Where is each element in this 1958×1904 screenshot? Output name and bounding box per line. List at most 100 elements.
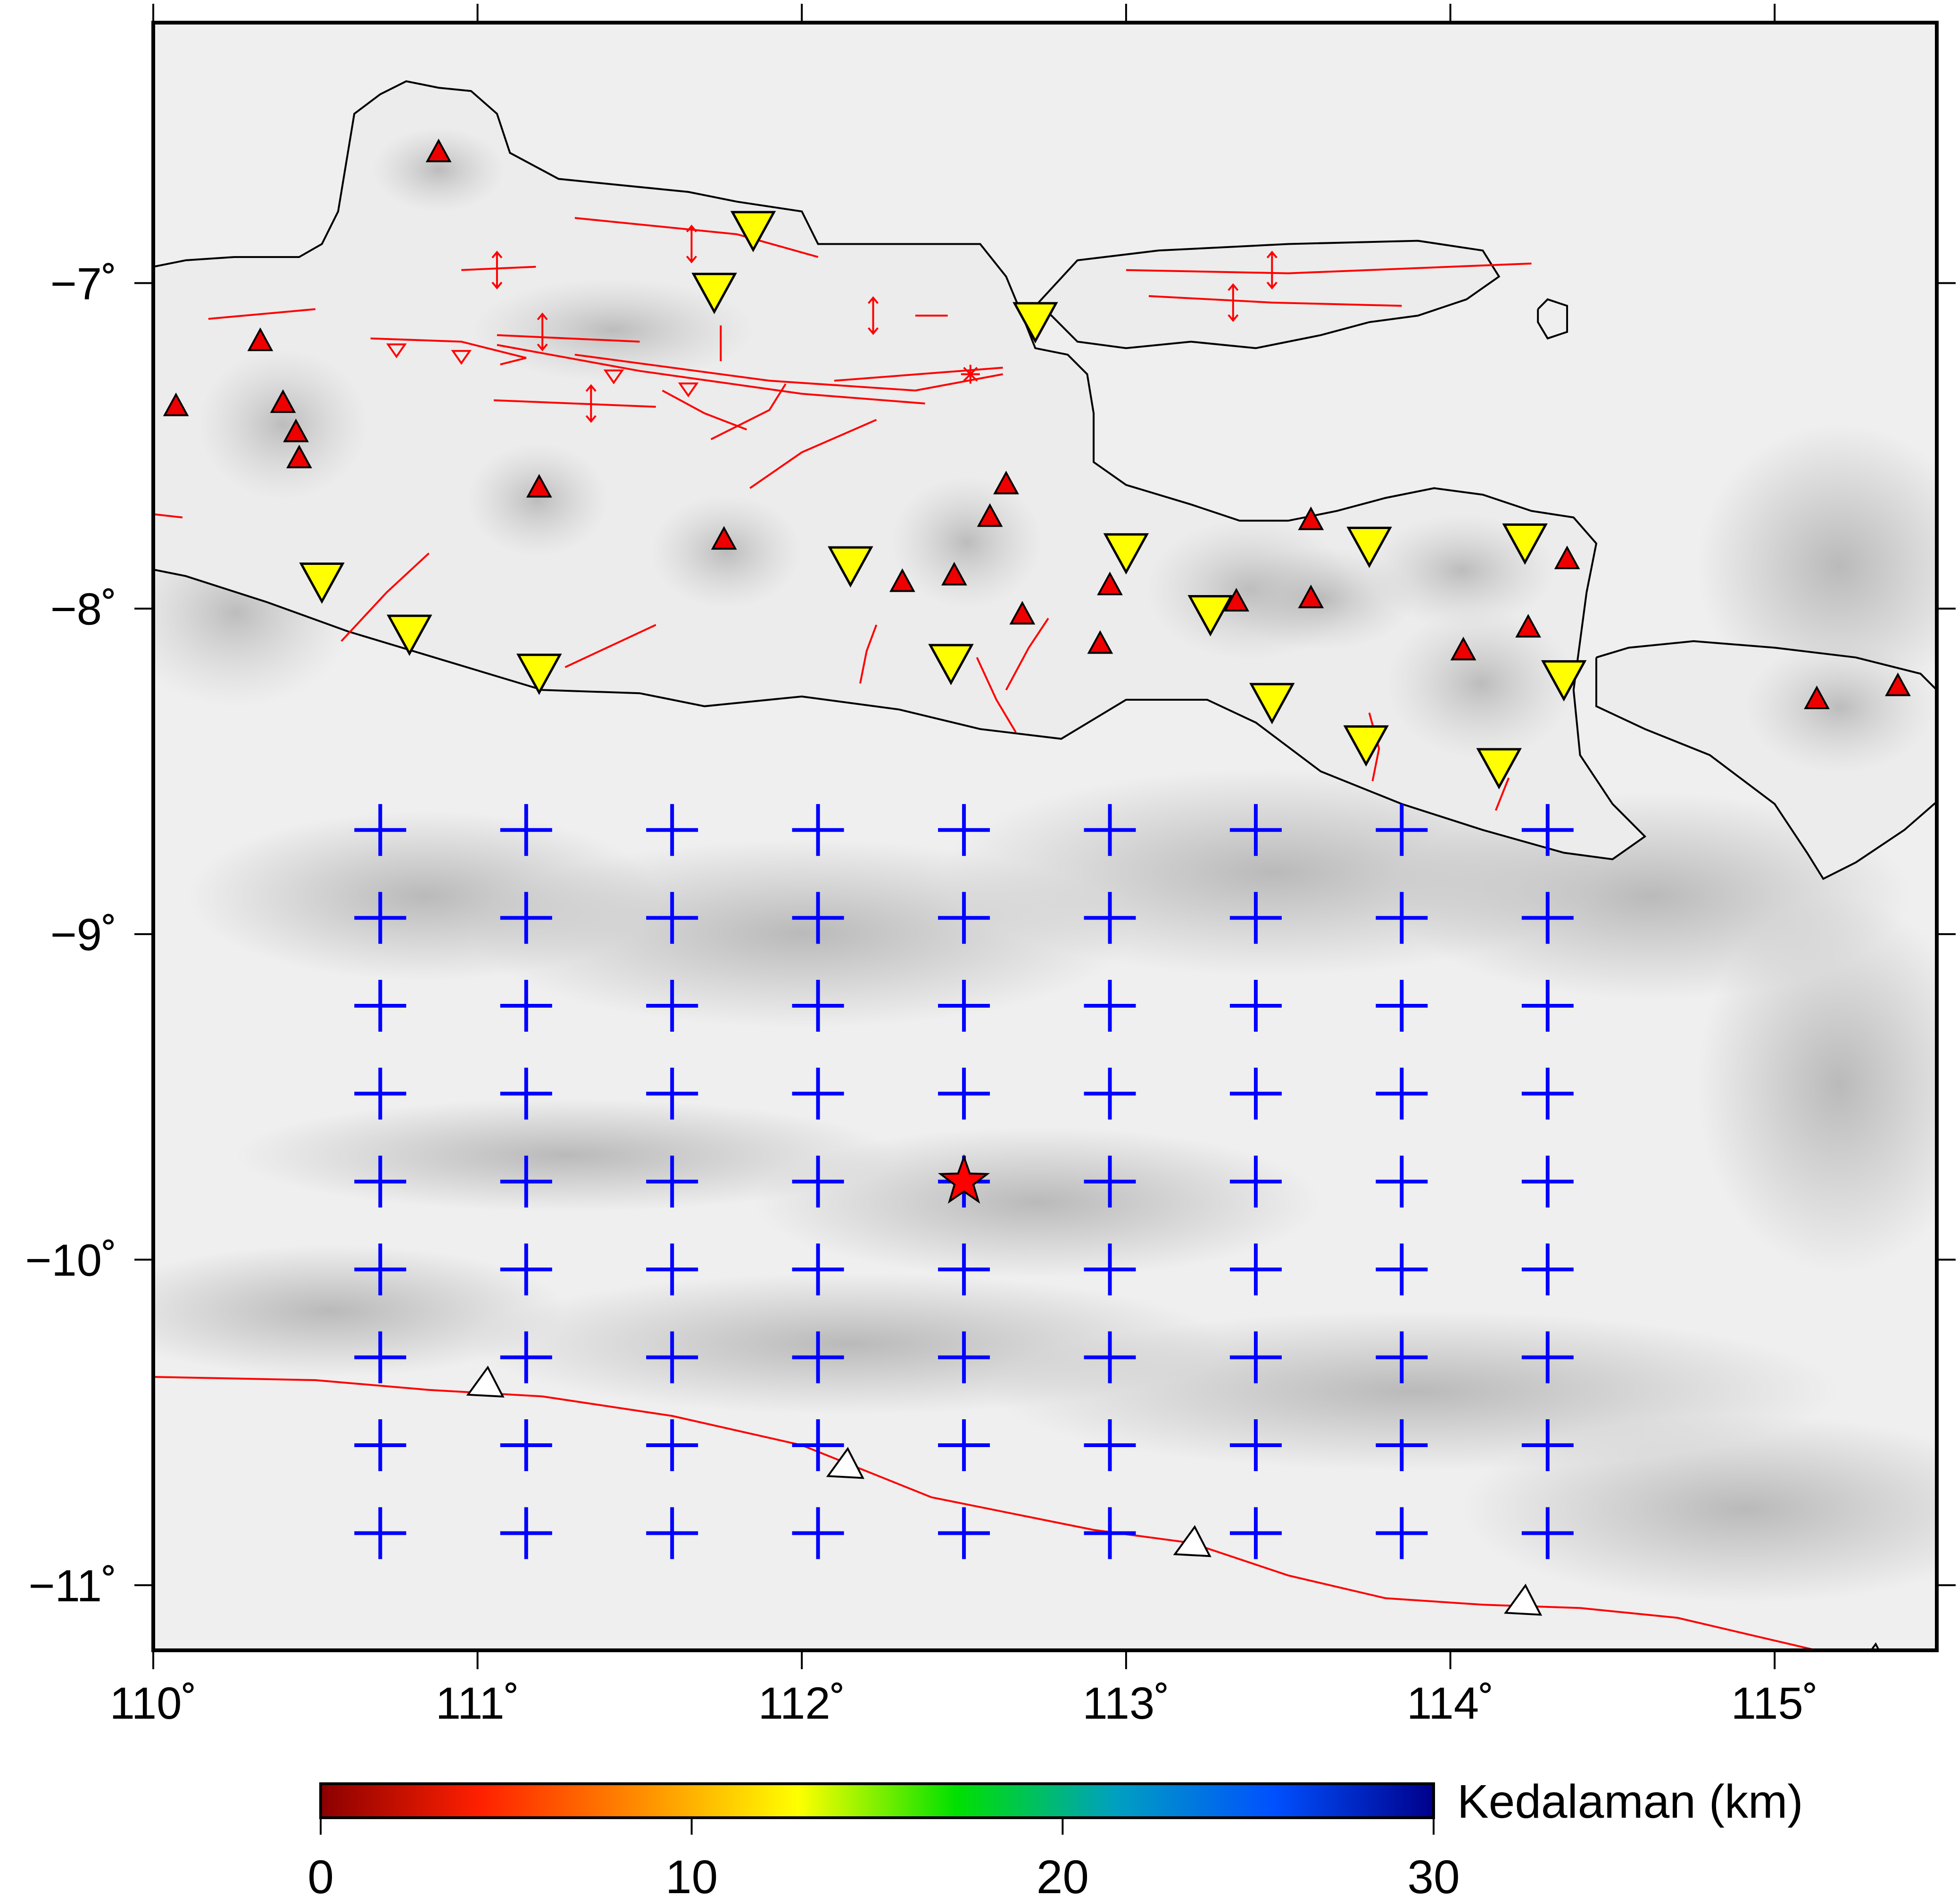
grid-node-cross [354,804,407,856]
epicenter-star-icon [938,1154,990,1204]
lon-tick-label: 114˚ [1407,1678,1494,1729]
fault-line [1368,712,1380,781]
grid-node-cross [646,804,698,856]
fault-line [859,624,878,684]
seismic-station-icon [1502,523,1548,565]
colorbar-tick-label: 10 [665,1851,718,1904]
fault-line [976,657,1017,733]
grid-node-cross [1376,1507,1428,1559]
lat-tick-label: −10˚ [25,1235,117,1286]
fault-line [370,337,527,365]
grid-node-cross [1229,1331,1282,1383]
fold-axis-arrow [537,312,548,352]
grid-node-cross [1521,1507,1574,1559]
grid-node-cross [938,1331,990,1383]
grid-node-cross [500,804,552,856]
grid-node-cross [646,1507,698,1559]
grid-node-cross [792,1331,844,1383]
volcano-icon [526,474,552,498]
grid-node-cross [500,892,552,944]
seismic-station-icon [1103,533,1149,575]
lon-tick-label: 115˚ [1731,1678,1818,1729]
colorbar-scale [319,1782,1435,1819]
grid-node-cross [646,1331,698,1383]
trench-tooth [1173,1525,1211,1557]
grid-node-cross [1376,980,1428,1032]
lon-tick-label: 112˚ [758,1678,846,1729]
volcano-icon [1554,545,1580,570]
epicenter-layer [938,1154,990,1204]
land-madura [1038,240,1499,348]
fault-line [1494,777,1510,811]
seismic-station-icon [1343,725,1389,767]
seismic-station-icon [299,562,345,604]
grid-node-cross [1376,1068,1428,1120]
grid-node-cross [500,1507,552,1559]
volcano-icon [1298,584,1324,609]
volcano-icon [977,503,1003,527]
seismic-station-icon [1346,527,1392,568]
fault-line [493,399,656,408]
fault-line [153,513,183,519]
grid-node-cross [646,980,698,1032]
grid-node-cross [354,980,407,1032]
seismic-station-icon [691,273,737,315]
volcano-icon [425,138,452,163]
grid-node-cross [792,804,844,856]
grid-node-cross [1521,1331,1574,1383]
fold-axis-arrow [585,384,597,423]
volcano-icon [1298,506,1324,530]
fault-line [710,383,787,440]
fault-line [662,389,747,430]
fold-axis-arrow [868,296,879,335]
thrust-marks-layer [386,343,699,397]
seismic-station-icon [1012,302,1058,344]
grid-node-cross [938,1243,990,1296]
grid-node-cross [1084,1068,1136,1120]
grid-node-cross [354,1507,407,1559]
volcano-icon [1515,613,1541,638]
grid-node-cross [1376,1419,1428,1472]
grid-node-cross [500,1243,552,1296]
lon-tick-label: 113˚ [1082,1678,1170,1729]
strike-slip-marker [961,364,980,384]
grid-node-cross [1521,980,1574,1032]
fault-line [574,354,1003,392]
seismic-station-icon [516,654,562,695]
grid-node-cross [1229,1068,1282,1120]
fault-line [208,308,315,320]
volcano-icon [163,392,189,416]
lon-tick-label: 111˚ [436,1678,520,1729]
volcano-icon [889,568,915,592]
grid-node-cross [500,1068,552,1120]
grid-node-cross [938,804,990,856]
grid-node-cross [1376,892,1428,944]
colorbar-ticks: 0 10 20 30 [307,1818,1460,1904]
coastline-bali [1595,640,1937,880]
grid-node-cross [1229,980,1282,1032]
grid-node-cross [1521,892,1574,944]
grid-node-cross [354,1419,407,1472]
volcano-icon [1009,601,1036,625]
fault-line [574,217,819,258]
lat-tick-label: −7˚ [50,258,117,309]
grid-nodes-layer [354,804,1574,1559]
fault-line [497,344,925,405]
grid-node-cross [938,1507,990,1559]
trench-teeth-layer [466,1366,1880,1650]
coastline-madura [1037,240,1501,349]
fault-line [1005,618,1049,691]
volcano-icon [993,471,1019,495]
map-content [153,23,1937,1650]
seismic-station-icon [828,546,873,588]
thrust-tooth [386,343,407,358]
grid-node-cross [792,1243,844,1296]
grid-node-cross [1376,1155,1428,1208]
fault-line [1148,295,1402,307]
volcano-icon [1450,637,1477,661]
grid-node-cross [938,980,990,1032]
grid-node-cross [646,1419,698,1472]
grid-node-cross [1084,1243,1136,1296]
fold-axis-arrow [1266,250,1278,290]
lat-tick-label: −8˚ [50,584,117,635]
